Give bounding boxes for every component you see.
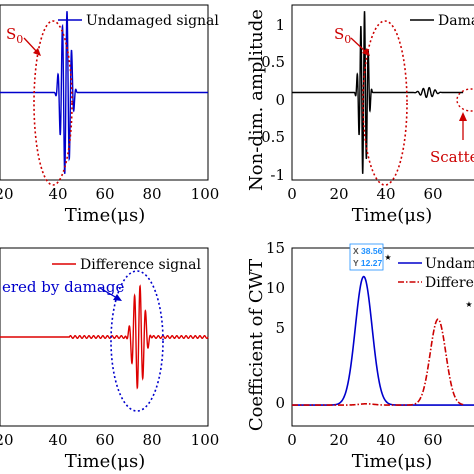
legend: Difference signal (52, 257, 201, 273)
x-ticks: 0 20 40 60 (287, 185, 442, 203)
plot-frame (291, 247, 474, 427)
x-tick-label: 100 (191, 185, 220, 203)
x-tick-label: 40 (376, 431, 395, 449)
x-tick-label: 100 (191, 431, 220, 449)
peak-marker-difference: ★ (465, 300, 472, 309)
panel-undamaged: S0 Undamaged signal 20 40 60 80 100 Time… (0, 4, 219, 226)
x-tick-label: 60 (423, 431, 442, 449)
y-tick-label: 5 (275, 319, 285, 337)
legend-label: Dama (438, 13, 474, 29)
s0-arrow (350, 37, 368, 54)
x-tick-label: 20 (0, 185, 14, 203)
peak-star: ★ (465, 300, 472, 309)
y-tick-label: 0 (275, 394, 285, 412)
x-axis-label: Time(μs) (65, 451, 145, 472)
y-tick-label: 0.5 (261, 53, 285, 71)
datatip-x: X 38.56 (353, 246, 383, 256)
y-tick-label: 15 (266, 239, 285, 257)
x-tick-label: 60 (423, 185, 442, 203)
legend-label: Undamaged signal (86, 13, 219, 29)
x-ticks: 0 20 40 60 (287, 431, 442, 449)
x-tick-label: 0 (287, 185, 297, 203)
panel-difference: ered by damage Difference signal 20 40 6… (0, 247, 219, 472)
y-tick-label: 10 (266, 279, 285, 297)
datatip[interactable]: X 38.56 Y 12.27 (349, 243, 384, 271)
legend: Dama (410, 13, 474, 29)
legend-label: Difference signal (80, 257, 201, 273)
datatip-y: Y 12.27 (353, 258, 382, 268)
s0-label: S0 (6, 25, 23, 46)
y-ticks: 1 0.5 0 -0.5 -1 (256, 16, 285, 184)
x-tick-label: 20 (0, 431, 14, 449)
cwt-difference-line (292, 318, 464, 406)
x-ticks: 20 40 60 80 100 (0, 185, 219, 203)
scattered-arrow (99, 287, 118, 299)
y-axis-label: Coefficient of CWT (246, 259, 267, 431)
datatip-box (349, 243, 384, 271)
s0-ellipse (362, 20, 408, 186)
x-tick-label: 20 (329, 185, 348, 203)
y-tick-label: 1 (275, 16, 285, 34)
s0-ellipse (33, 20, 73, 186)
legend-label: Undama (425, 256, 474, 272)
legend-label: Differe (425, 275, 474, 291)
x-tick-label: 80 (142, 185, 161, 203)
undamaged-signal-line (0, 11, 208, 174)
peak-star: ★ (384, 253, 391, 262)
y-tick-label: -0.5 (256, 128, 285, 146)
s0-label: S0 (334, 25, 351, 46)
y-ticks: 15 10 5 0 (266, 239, 285, 412)
x-tick-label: 40 (48, 185, 67, 203)
scattered-arrowhead (113, 294, 122, 301)
x-tick-label: 40 (48, 431, 67, 449)
x-tick-label: 0 (287, 431, 297, 449)
x-axis-label: Time(μs) (352, 205, 432, 226)
difference-signal-line (0, 284, 209, 390)
y-tick-label: 0 (275, 91, 285, 109)
scattered-label: ered by damage (2, 278, 124, 296)
panel-damaged: S0 Scattered b Dama 1 0.5 0 -0.5 -1 Non-… (246, 4, 474, 226)
panel-cwt: ★ ★ X 38.56 Y 12.27 Undama Differe 15 10… (246, 239, 474, 472)
x-tick-label: 40 (376, 185, 395, 203)
x-tick-label: 60 (95, 431, 114, 449)
scattered-ellipse (110, 270, 164, 412)
scattered-ellipse (456, 88, 474, 112)
scattered-arrowhead (459, 112, 467, 121)
s0-arrowhead (362, 48, 370, 56)
cwt-undamaged-line (292, 275, 474, 406)
x-ticks: 20 40 60 80 100 (0, 431, 219, 449)
x-tick-label: 20 (329, 431, 348, 449)
scattered-label: Scattered b (430, 148, 474, 166)
x-axis-label: Time(μs) (352, 451, 432, 472)
legend: Undamaged signal (58, 13, 219, 29)
s0-arrowhead (33, 48, 41, 56)
legend: Undama Differe (398, 256, 474, 291)
y-tick-label: -1 (270, 166, 285, 184)
damaged-signal-line (292, 11, 464, 174)
x-tick-label: 80 (142, 431, 161, 449)
x-axis-label: Time(μs) (65, 205, 145, 226)
x-tick-label: 60 (95, 185, 114, 203)
y-axis-label: Non-dim. amplitude (246, 9, 267, 191)
peak-marker-undamaged: ★ (384, 253, 391, 262)
